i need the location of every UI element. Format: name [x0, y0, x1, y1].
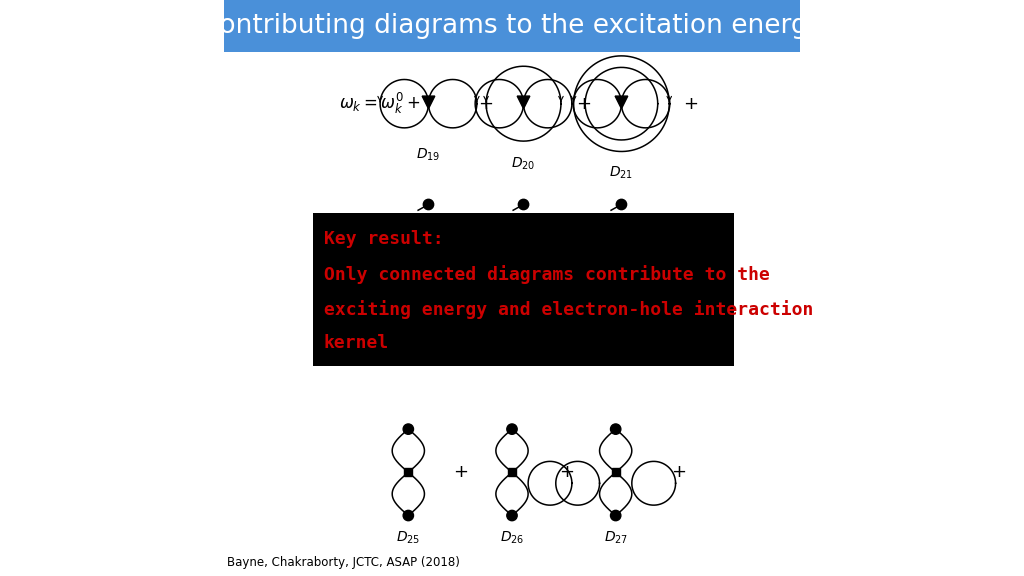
Text: +: +: [478, 94, 494, 113]
Text: +: +: [559, 463, 574, 482]
Polygon shape: [517, 96, 529, 109]
Polygon shape: [422, 96, 435, 109]
Text: Bayne, Chakraborty, JCTC, ASAP (2018): Bayne, Chakraborty, JCTC, ASAP (2018): [227, 556, 460, 569]
Bar: [313, 213, 734, 366]
Circle shape: [403, 510, 414, 521]
Text: kernel: kernel: [324, 334, 389, 352]
Bar: [611, 468, 620, 476]
Text: +: +: [683, 94, 698, 113]
Text: $D_{21}$: $D_{21}$: [609, 164, 634, 180]
Text: Only connected diagrams contribute to the: Only connected diagrams contribute to th…: [324, 265, 769, 284]
Text: $D_{25}$: $D_{25}$: [396, 530, 421, 546]
Text: +: +: [577, 94, 592, 113]
Polygon shape: [615, 96, 628, 109]
Circle shape: [518, 199, 528, 210]
Text: Contributing diagrams to the excitation energy: Contributing diagrams to the excitation …: [201, 13, 823, 39]
Text: $\omega_k = \omega_k^0+$: $\omega_k = \omega_k^0+$: [339, 91, 421, 116]
Text: +: +: [672, 463, 686, 482]
Bar: [404, 468, 413, 476]
Text: +: +: [453, 463, 468, 482]
Bar: [508, 468, 516, 476]
Text: $D_{27}$: $D_{27}$: [603, 530, 628, 546]
Text: $D_{19}$: $D_{19}$: [417, 147, 440, 163]
Text: $D_{20}$: $D_{20}$: [511, 156, 536, 172]
Bar: [224, 0, 800, 52]
Circle shape: [423, 199, 434, 210]
Circle shape: [610, 424, 621, 434]
Text: $D_{26}$: $D_{26}$: [500, 530, 524, 546]
Text: exciting energy and electron-hole interaction: exciting energy and electron-hole intera…: [324, 300, 813, 319]
Circle shape: [507, 424, 517, 434]
Circle shape: [403, 424, 414, 434]
Text: Key result:: Key result:: [324, 230, 443, 248]
Circle shape: [507, 510, 517, 521]
Circle shape: [610, 510, 621, 521]
Circle shape: [616, 199, 627, 210]
